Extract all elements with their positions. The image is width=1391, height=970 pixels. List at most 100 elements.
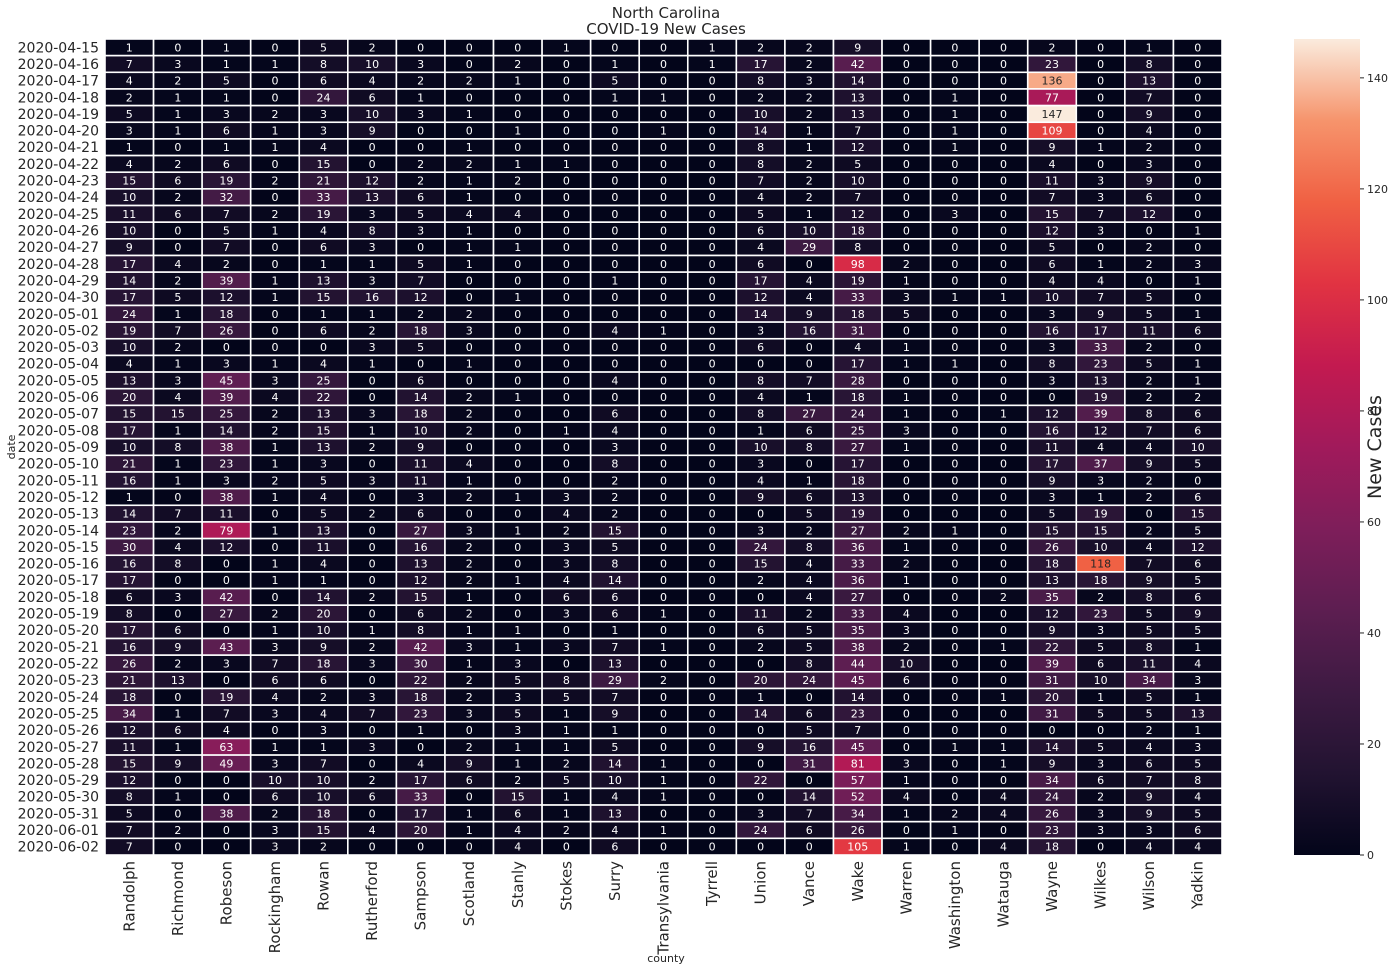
cell-value-label: 11: [122, 741, 136, 754]
cell-value-label: 0: [709, 75, 716, 88]
cell-value-label: 0: [611, 225, 618, 238]
cell-value-label: 2: [1146, 491, 1153, 504]
cell-value-label: 2: [466, 391, 473, 404]
cell-value-label: 3: [320, 458, 327, 471]
cell-value-label: 4: [1000, 841, 1007, 854]
colorbar-tick-label: 20: [1367, 738, 1381, 751]
y-tick-label: 2020-04-22: [18, 157, 99, 173]
cell-value-label: 0: [951, 324, 958, 337]
cell-value-label: 3: [757, 324, 764, 337]
cell-value-label: 24: [754, 824, 768, 837]
cell-value-label: 1: [903, 408, 910, 421]
colorbar-tick-label: 100: [1367, 294, 1388, 307]
cell-value-label: 0: [903, 374, 910, 387]
cell-value-label: 1: [514, 75, 521, 88]
cell-value-label: 1: [174, 108, 181, 121]
colorbar-tick-label: 120: [1367, 183, 1388, 196]
cell-value-label: 7: [854, 125, 861, 138]
cell-value-label: 0: [1000, 225, 1007, 238]
cell-value-label: 44: [851, 657, 865, 670]
cell-value-label: 0: [611, 158, 618, 171]
y-tick-label: 2020-05-29: [18, 773, 99, 789]
cell-value-label: 23: [1045, 824, 1059, 837]
cell-value-label: 12: [754, 291, 768, 304]
cell-value-label: 15: [317, 158, 331, 171]
cell-value-label: 17: [851, 458, 865, 471]
cell-value-label: 1: [514, 125, 521, 138]
cell-value-label: 0: [660, 441, 667, 454]
cell-value-label: 2: [806, 158, 813, 171]
cell-value-label: 0: [660, 108, 667, 121]
cell-value-label: 6: [174, 724, 181, 737]
cell-value-label: 0: [951, 41, 958, 54]
cell-value-label: 2: [126, 91, 133, 104]
cell-value-label: 1: [466, 358, 473, 371]
cell-value-label: 1: [271, 558, 278, 571]
cell-value-label: 0: [660, 691, 667, 704]
cell-value-label: 0: [709, 408, 716, 421]
cell-value-label: 38: [219, 807, 233, 820]
cell-value-label: 2: [806, 58, 813, 71]
cell-value-label: 3: [1097, 757, 1104, 770]
cell-value-label: 3: [903, 291, 910, 304]
cell-value-label: 13: [414, 558, 428, 571]
cell-value-label: 3: [514, 691, 521, 704]
cell-value-label: 0: [1146, 274, 1153, 287]
cell-value-label: 3: [1097, 807, 1104, 820]
cell-value-label: 15: [317, 824, 331, 837]
cell-value-label: 1: [563, 158, 570, 171]
cell-value-label: 0: [1000, 258, 1007, 271]
colorbar-ticks: 0 20 40 60 80 100 120 140: [1360, 72, 1388, 862]
cell-value-label: 4: [1146, 441, 1153, 454]
cell-value-label: 4: [369, 75, 376, 88]
y-tick-label: 2020-05-23: [18, 673, 99, 689]
cell-value-label: 8: [417, 624, 424, 637]
cell-value-label: 8: [757, 408, 764, 421]
cell-value-label: 6: [174, 175, 181, 188]
cell-value-label: 1: [271, 291, 278, 304]
cell-value-label: 0: [903, 141, 910, 154]
x-tick-label: Surry: [606, 861, 624, 901]
cell-value-label: 0: [709, 641, 716, 654]
cell-value-label: 0: [660, 707, 667, 720]
cell-value-label: 2: [806, 175, 813, 188]
cell-value-label: 1: [271, 358, 278, 371]
cell-value-label: 9: [369, 125, 376, 138]
cell-value-label: 0: [271, 508, 278, 521]
cell-value-label: 6: [174, 624, 181, 637]
cell-value-label: 16: [122, 558, 136, 571]
x-tick-label: Rowan: [315, 861, 333, 911]
cell-value-label: 1: [466, 241, 473, 254]
cell-value-label: 0: [369, 458, 376, 471]
cell-value-label: 0: [1097, 125, 1104, 138]
cell-value-label: 3: [1097, 175, 1104, 188]
cell-value-label: 0: [466, 791, 473, 804]
cell-value-label: 6: [126, 591, 133, 604]
cell-value-label: 10: [122, 225, 136, 238]
x-axis-label: county: [647, 952, 685, 965]
cell-value-label: 0: [563, 241, 570, 254]
cell-value-label: 10: [1045, 291, 1059, 304]
cell-value-label: 0: [466, 274, 473, 287]
cell-value-label: 0: [514, 308, 521, 321]
cell-value-label: 0: [709, 691, 716, 704]
cell-value-label: 0: [951, 841, 958, 854]
cell-value-label: 23: [219, 458, 233, 471]
cell-value-label: 24: [1045, 791, 1059, 804]
cell-value-label: 0: [660, 524, 667, 537]
x-tick-label: Washington: [946, 861, 964, 949]
cell-value-label: 11: [1045, 441, 1059, 454]
cell-value-label: 0: [709, 541, 716, 554]
cell-value-label: 8: [1194, 774, 1201, 787]
cell-value-label: 0: [660, 341, 667, 354]
cell-value-label: 0: [709, 807, 716, 820]
y-tick-label: 2020-04-28: [18, 257, 99, 273]
cell-value-label: 0: [1194, 141, 1201, 154]
cell-value-label: 13: [1094, 374, 1108, 387]
cell-value-label: 3: [417, 225, 424, 238]
cell-value-label: 2: [1146, 341, 1153, 354]
cell-value-label: 0: [951, 191, 958, 204]
cell-value-label: 1: [223, 58, 230, 71]
cell-value-label: 27: [851, 591, 865, 604]
cell-value-label: 7: [806, 807, 813, 820]
